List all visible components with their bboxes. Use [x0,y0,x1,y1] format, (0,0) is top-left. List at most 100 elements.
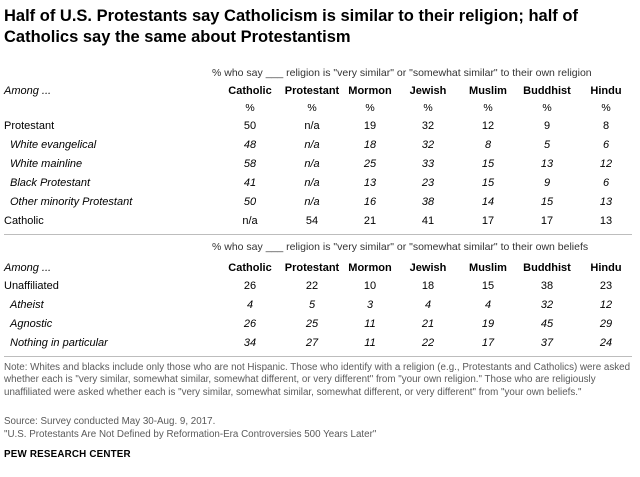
table-cell: 50 [243,196,257,208]
table2-among-label: Among ... [4,262,52,274]
table-cell: n/a [304,120,320,132]
column-header-hindu: Hindu [590,262,622,274]
column-header-jewish: Jewish [409,85,447,97]
table-cell: 12 [481,120,495,132]
row-label: Atheist [10,299,44,311]
table-cell: 11 [364,337,376,349]
column-header-hindu: Hindu [590,85,622,97]
table-cell: 15 [481,177,495,189]
table-row: Black Protestant 41 n/a 13 23 15 9 6 [4,175,632,192]
table-cell: 15 [481,158,495,170]
table-cell: 18 [421,280,435,292]
table-cell: 14 [481,196,495,208]
row-label: Catholic [4,215,44,227]
table-cell: 48 [243,139,257,151]
table-cell: 4 [246,299,254,311]
table-cell: 41 [243,177,257,189]
table2-header-row: Among ... Catholic Protestant Mormon Jew… [4,260,632,277]
table-cell: n/a [304,196,320,208]
table-row: Agnostic 26 25 11 21 19 45 29 [4,316,632,333]
table-cell: n/a [242,215,258,227]
table-cell: 8 [602,120,610,132]
row-label: Nothing in particular [10,337,108,349]
unit-cell: % [483,102,493,114]
table-cell: 23 [599,280,613,292]
table-cell: 6 [602,177,610,189]
table-cell: 29 [599,318,613,330]
table1-header-row: Among ... Catholic Protestant Mormon Jew… [4,83,632,100]
column-header-buddhist: Buddhist [523,85,571,97]
table-row: White evangelical 48 n/a 18 32 8 5 6 [4,137,632,154]
column-header-catholic: Catholic [228,85,272,97]
table-cell: 58 [243,158,257,170]
table-cell: 38 [540,280,554,292]
row-label: Protestant [4,120,55,132]
table-row: Other minority Protestant 50 n/a 16 38 1… [4,194,632,211]
table-cell: 19 [363,120,377,132]
unit-cell: % [307,102,317,114]
column-header-jewish: Jewish [409,262,447,274]
column-header-protestant: Protestant [284,262,340,274]
table-cell: 45 [540,318,554,330]
table-cell: 15 [540,196,554,208]
table-cell: 21 [421,318,435,330]
table-cell: 50 [243,120,257,132]
pew-logo-text: PEW RESEARCH CENTER [4,449,131,460]
table-cell: 12 [599,158,613,170]
column-header-mormon: Mormon [348,262,392,274]
column-header-protestant: Protestant [284,85,340,97]
table-cell: 22 [421,337,435,349]
row-label: Unaffiliated [4,280,59,292]
table-cell: 19 [481,318,495,330]
table-cell: 23 [421,177,435,189]
table-cell: 54 [305,215,319,227]
table-cell: 16 [363,196,377,208]
table-cell: 32 [421,120,435,132]
table1-among-label: Among ... [4,85,52,97]
table-cell: 17 [540,215,554,227]
table-cell: 8 [484,139,492,151]
column-header-catholic: Catholic [228,262,272,274]
table-row: White mainline 58 n/a 25 33 15 13 12 [4,156,632,173]
table-cell: 13 [599,215,613,227]
column-header-mormon: Mormon [348,85,392,97]
table-cell: 13 [540,158,554,170]
row-label: White mainline [10,158,83,170]
table-cell: 11 [364,318,376,330]
table-cell: 32 [540,299,554,311]
table-cell: 13 [363,177,377,189]
footnote-note: Note: Whites and blacks include only tho… [4,362,631,398]
unit-cell: % [245,102,255,114]
table-cell: 4 [424,299,432,311]
table-cell: 32 [421,139,435,151]
divider [4,356,632,357]
row-label: Other minority Protestant [10,196,133,208]
table-cell: 5 [308,299,316,311]
table-cell: n/a [304,139,320,151]
table-cell: 22 [305,280,319,292]
table-cell: 34 [243,337,257,349]
table-cell: 26 [243,280,257,292]
row-label: Agnostic [10,318,53,330]
table-cell: 17 [481,215,495,227]
table-row: Protestant 50 n/a 19 32 12 9 8 [4,118,632,135]
table-cell: 6 [602,139,610,151]
table-cell: 17 [481,337,495,349]
divider [4,234,632,235]
table-cell: 3 [366,299,374,311]
table1-unit-row: % % % % % % % [4,100,632,117]
table-cell: 5 [543,139,551,151]
column-header-muslim: Muslim [469,262,507,274]
table2-subtitle: % who say ___ religion is "very similar"… [212,241,589,253]
table-cell: 25 [305,318,319,330]
unit-cell: % [542,102,552,114]
column-header-muslim: Muslim [469,85,507,97]
table-cell: 18 [363,139,377,151]
table-cell: n/a [304,158,320,170]
unit-cell: % [423,102,433,114]
table-cell: 24 [599,337,613,349]
table-cell: 15 [481,280,495,292]
table-cell: 33 [421,158,435,170]
table-cell: 13 [599,196,613,208]
table-cell: 10 [363,280,377,292]
